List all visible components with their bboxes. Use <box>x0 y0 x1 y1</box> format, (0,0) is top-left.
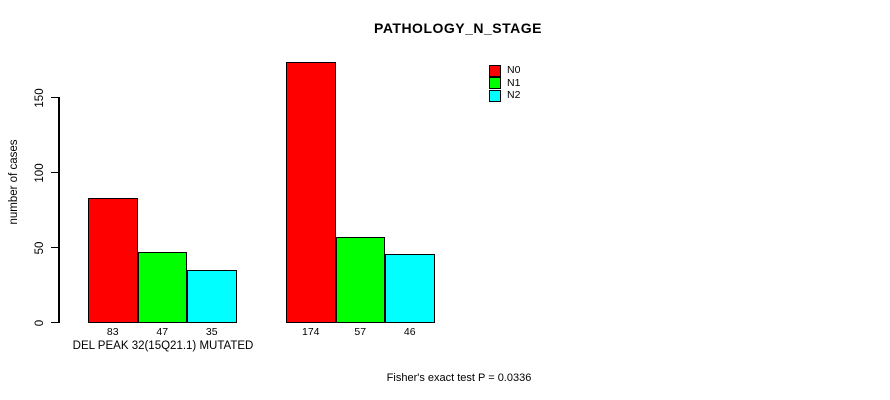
bar-n1-group2 <box>335 237 385 323</box>
y-tick-mark <box>51 321 58 324</box>
legend-item-n0: N0 <box>489 64 521 77</box>
legend-label: N1 <box>507 76 521 89</box>
bar-value-label: 174 <box>301 326 320 338</box>
y-axis-label: number of cases <box>8 139 20 225</box>
legend: N0 N1 N2 <box>489 64 521 102</box>
bar-n0-group2 <box>286 61 336 323</box>
legend-item-n1: N1 <box>489 76 521 89</box>
legend-swatch-icon <box>489 77 501 89</box>
y-tick-mark <box>51 171 58 174</box>
x-axis-label: DEL PEAK 32(15Q21.1) MUTATED <box>72 340 254 352</box>
y-tick-mark <box>51 96 58 99</box>
legend-item-n2: N2 <box>489 89 521 102</box>
legend-label: N0 <box>507 64 521 76</box>
bar-value-label: 47 <box>156 326 169 338</box>
bar-value-label: 46 <box>403 326 416 338</box>
bar-n0-group1 <box>88 198 138 323</box>
y-axis-line <box>58 97 60 323</box>
bar-n1-group1 <box>137 252 187 323</box>
bar-value-label: 83 <box>106 326 119 338</box>
legend-label: N2 <box>507 89 521 101</box>
y-tick-label: 100 <box>34 162 46 183</box>
legend-swatch-icon <box>489 89 501 102</box>
p-value-annotation: Fisher's exact test P = 0.0336 <box>386 372 532 384</box>
bar-n2-group1 <box>187 270 237 323</box>
bar-value-label: 35 <box>205 326 218 338</box>
y-tick-mark <box>51 246 58 249</box>
chart-title: PATHOLOGY_N_STAGE <box>374 20 542 36</box>
bar-n2-group2 <box>385 253 435 323</box>
bar-value-label: 57 <box>354 326 367 338</box>
legend-swatch-icon <box>489 64 501 77</box>
y-tick-label: 150 <box>34 87 46 108</box>
y-tick-label: 0 <box>34 319 46 326</box>
y-tick-label: 50 <box>34 241 46 254</box>
